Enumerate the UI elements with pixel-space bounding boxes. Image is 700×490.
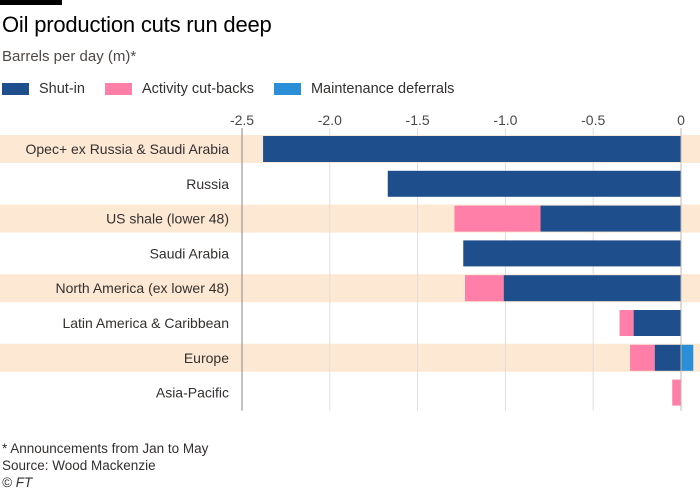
category-label-europe: Europe: [184, 350, 229, 366]
title-rule: [0, 0, 62, 5]
chart-subtitle: Barrels per day (m)*: [2, 48, 137, 65]
bar-opec-ex-russia-saudi-arabia-shut-in: [263, 136, 681, 162]
bar-europe-shut-in: [654, 344, 681, 371]
legend-swatch-activity-cut-backs: [104, 83, 132, 95]
x-tick-label-2-0: -2.0: [318, 112, 342, 128]
legend-swatch-maintenance-deferrals: [273, 83, 301, 95]
x-tick-label-1-0: -1.0: [493, 112, 517, 128]
bar-chart: -2.5 -2.0 -1.5 -1.0 -0.5 0 Opec+ ex Russia & S…: [0, 112, 700, 411]
bar-north-america-ex-lower-48-activity-cut-backs: [465, 275, 504, 302]
x-tick-label-0-5: -0.5: [581, 112, 605, 128]
bar-us-shale-lower-48-activity-cut-backs: [454, 205, 541, 232]
bar-europe-maintenance-deferrals: [681, 344, 694, 371]
chart-title: Oil production cuts run deep: [2, 12, 272, 37]
chart-legend: Shut-in Activity cut-backs Maintenance d…: [2, 81, 474, 97]
footnote: * Announcements from Jan to May: [2, 441, 209, 456]
source-note: Source: Wood Mackenzie: [2, 458, 156, 473]
category-label-north-america-ex-lower-48: North America (ex lower 48): [55, 280, 229, 296]
bar-saudi-arabia-shut-in: [463, 240, 681, 267]
category-label-us-shale-lower-48: US shale (lower 48): [106, 211, 229, 227]
bar-asia-pacific-activity-cut-backs: [672, 379, 681, 406]
legend-label-activity-cut-backs: Activity cut-backs: [141, 81, 254, 97]
category-label-opec-ex-russia-saudi-arabia: Opec+ ex Russia & Saudi Arabia: [25, 141, 229, 157]
legend-label-shut-in: Shut-in: [39, 81, 85, 97]
legend-item-shut-in: Shut-in: [2, 81, 85, 97]
category-label-asia-pacific: Asia-Pacific: [156, 385, 229, 401]
x-tick-label-0: 0: [677, 112, 685, 128]
legend-label-maintenance-deferrals: Maintenance deferrals: [310, 81, 455, 97]
legend-item-activity-cut-backs: Activity cut-backs: [104, 81, 254, 97]
bar-latin-america-caribbean-shut-in: [633, 310, 681, 336]
credit: © FT: [2, 475, 33, 490]
x-tick-label-1-5: -1.5: [406, 112, 430, 128]
bar-latin-america-caribbean-activity-cut-backs: [619, 310, 634, 336]
legend-item-maintenance-deferrals: Maintenance deferrals: [273, 81, 455, 97]
category-label-russia: Russia: [186, 176, 229, 192]
bar-europe-activity-cut-backs: [630, 344, 655, 371]
category-label-latin-america-caribbean: Latin America & Caribbean: [62, 315, 229, 331]
legend-swatch-shut-in: [2, 83, 29, 95]
bar-us-shale-lower-48-shut-in: [540, 205, 681, 232]
x-tick-label-2-5: -2.5: [230, 112, 254, 128]
bar-north-america-ex-lower-48-shut-in: [503, 275, 681, 302]
bar-russia-shut-in: [387, 170, 681, 197]
row-band-europe: [0, 343, 700, 372]
category-label-saudi-arabia: Saudi Arabia: [150, 245, 230, 261]
